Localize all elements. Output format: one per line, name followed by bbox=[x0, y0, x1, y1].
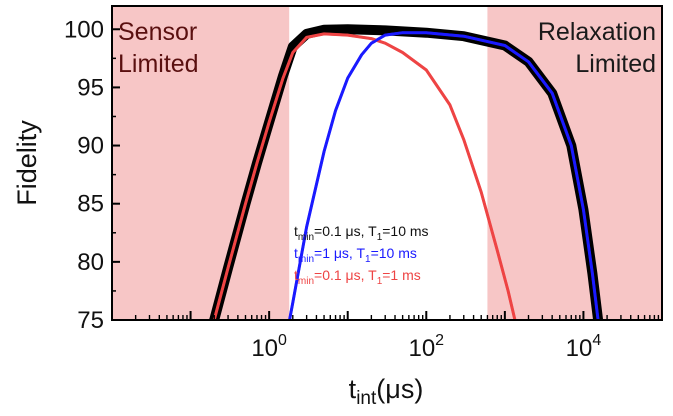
y-tick-label: 85 bbox=[77, 191, 104, 218]
y-tick-label: 95 bbox=[77, 74, 104, 101]
x-tick-label: 104 bbox=[566, 332, 602, 362]
x-tick-label: 100 bbox=[251, 332, 287, 362]
series-lines bbox=[208, 24, 604, 320]
series-line-overlay-2 bbox=[212, 32, 517, 320]
x-tick-label: 102 bbox=[408, 332, 444, 362]
y-tick-label: 75 bbox=[77, 307, 104, 334]
x-axis-title: tint(μs) bbox=[349, 374, 424, 409]
y-axis-title: Fidelity bbox=[12, 120, 42, 206]
legend-entry-black: tmin=0.1 μs, T1=10 ms bbox=[294, 223, 429, 243]
plot-frame bbox=[111, 5, 663, 321]
region-label-sensor-line-1: Sensor bbox=[118, 18, 197, 46]
y-tick-label: 90 bbox=[77, 133, 104, 160]
legend-entry-blue: tmin=1 μs, T1=10 ms bbox=[294, 245, 417, 265]
axes bbox=[111, 5, 663, 321]
region-label-relaxation-line-2: Limited bbox=[575, 50, 656, 78]
y-tick-label: 80 bbox=[77, 249, 104, 276]
legend-entry-red: tmin=0.1 μs, T1=1 ms bbox=[294, 267, 421, 287]
region-label-relaxation-line-1: Relaxation bbox=[538, 18, 656, 46]
region-label-sensor-line-2: Limited bbox=[118, 50, 199, 78]
series-line-overlay-1 bbox=[288, 31, 600, 320]
y-tick-label: 100 bbox=[64, 16, 104, 43]
tick-labels: 75 80 85 90 95 100 100 102 104 bbox=[64, 16, 601, 362]
